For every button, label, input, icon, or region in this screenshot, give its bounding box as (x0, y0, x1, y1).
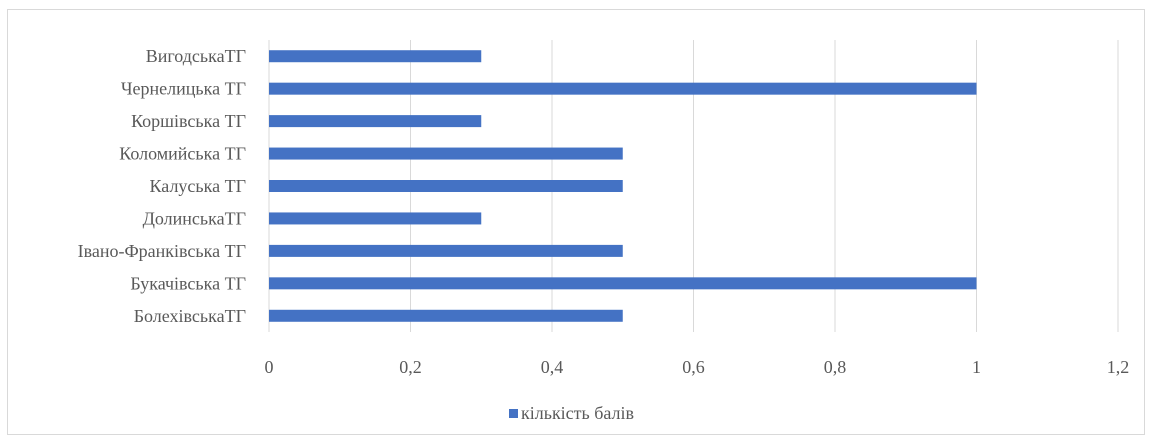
bar (269, 244, 623, 257)
x-tick-label: 0,8 (824, 357, 847, 377)
category-label: Чернелицька ТГ (121, 79, 246, 99)
bar (269, 115, 482, 128)
bar (269, 309, 623, 322)
bar (269, 212, 482, 225)
x-tick-labels: 0 0,2 0,4 0,6 0,8 1 1,2 (265, 357, 1130, 377)
bar (269, 277, 977, 290)
category-label: ДолинськаТГ (143, 208, 246, 228)
bars (269, 50, 977, 322)
x-tick-label: 1 (972, 357, 981, 377)
category-label: Коломийська ТГ (119, 144, 246, 164)
bar (269, 82, 977, 95)
x-tick-label: 0,6 (682, 357, 705, 377)
chart-frame (7, 9, 1145, 435)
bar (269, 180, 623, 192)
category-label: ВигодськаТГ (146, 46, 246, 66)
x-tick-label: 0,4 (541, 357, 564, 377)
category-label: Букачівська ТГ (130, 273, 246, 293)
legend-label: кількість балів (521, 402, 635, 423)
category-labels: БолехівськаТГ Букачівська ТГ Івано-Франків… (78, 46, 246, 326)
x-tick-label: 0 (265, 357, 274, 377)
category-label: БолехівськаТГ (134, 306, 246, 326)
category-label: Коршівська ТГ (131, 111, 246, 131)
bar (269, 147, 623, 160)
category-label: Калуська ТГ (150, 176, 246, 196)
legend-swatch (509, 408, 518, 418)
x-tick-label: 0,2 (399, 357, 422, 377)
legend: кількість балів (509, 402, 634, 424)
category-label: Івано-Франківська ТГ (78, 241, 246, 261)
bar (269, 50, 482, 63)
x-tick-label: 1,2 (1107, 357, 1130, 377)
